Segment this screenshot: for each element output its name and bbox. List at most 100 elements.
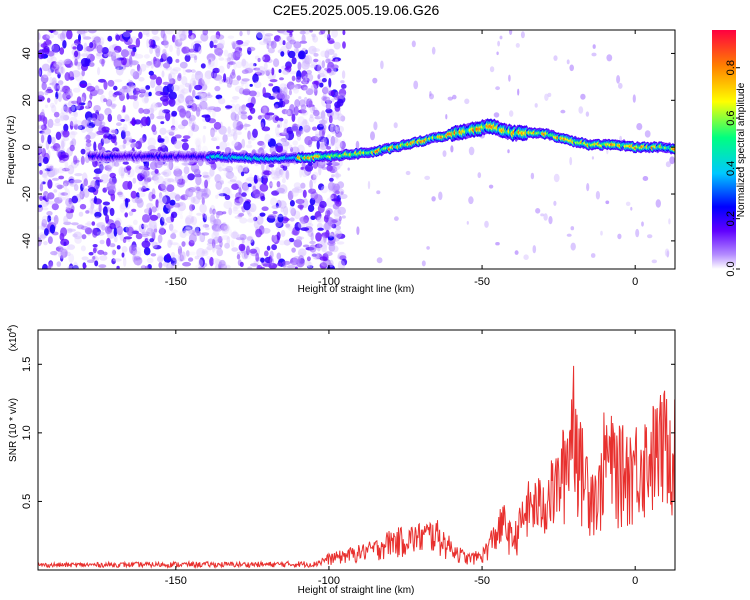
heatmap-noise-blob: [252, 185, 257, 194]
heatmap-noise-blob: [231, 247, 239, 252]
snr-panel: -150 -100 -50 0 0.5 1.0 1.5 Height of straigh…: [7, 325, 676, 596]
heatmap-noise-blob: [209, 30, 215, 34]
heatmap-noise-blob: [291, 123, 299, 132]
heatmap-noise-blob: [271, 205, 279, 210]
heatmap-noise-blob: [63, 182, 68, 190]
heatmap-noise-blob: [322, 86, 329, 95]
heatmap-noise-blob: [272, 234, 278, 243]
heatmap-noise-blob: [96, 231, 105, 236]
heatmap-noise-blob: [160, 121, 165, 125]
heatmap-noise-blob: [260, 257, 265, 263]
colorbar-tick-label: 0.0: [725, 261, 737, 276]
heatmap-noise-blob: [81, 53, 89, 57]
heatmap-noise-blob: [176, 91, 184, 97]
heatmap-noise-blob: [329, 123, 338, 134]
heatmap-y-tick-label: 0: [21, 144, 33, 150]
heatmap-noise-blob: [215, 194, 219, 199]
heatmap-noise-blob: [234, 85, 244, 93]
heatmap-noise-blob: [72, 55, 81, 61]
heatmap-noise-blob: [232, 96, 240, 100]
heatmap-noise-blob: [312, 35, 319, 43]
heatmap-noise-blob: [376, 190, 381, 195]
heatmap-noise-blob: [235, 40, 244, 45]
heatmap-noise-blob: [54, 83, 60, 92]
heatmap-noise-blob: [283, 239, 291, 246]
heatmap-noise-blob: [181, 241, 186, 247]
heatmap-noise-blob: [566, 59, 570, 65]
heatmap-noise-blob: [205, 227, 210, 231]
heatmap-noise-blob: [253, 216, 258, 222]
heatmap-noise-blob: [170, 252, 176, 258]
heatmap-noise-blob: [215, 31, 221, 40]
heatmap-noise-blob: [181, 119, 189, 127]
heatmap-noise-blob: [216, 145, 220, 150]
heatmap-noise-blob: [325, 102, 331, 111]
heatmap-noise-blob: [93, 36, 101, 43]
heatmap-noise-blob: [296, 236, 303, 242]
snr-series-line: [38, 365, 675, 570]
heatmap-noise-blob: [270, 172, 276, 179]
heatmap-noise-blob: [120, 173, 125, 179]
heatmap-noise-blob: [150, 59, 155, 69]
heatmap-noise-blob: [635, 228, 640, 238]
heatmap-noise-blob: [155, 102, 163, 108]
snr-y-ticks: 0.5 1.0 1.5: [21, 357, 675, 509]
heatmap-noise-blob: [171, 34, 176, 43]
heatmap-noise-blob: [40, 74, 49, 84]
heatmap-noise-blob: [301, 79, 310, 85]
heatmap-noise-blob: [259, 41, 268, 46]
heatmap-noise-blob: [190, 147, 195, 152]
heatmap-noise-blob: [96, 221, 106, 229]
heatmap-noise-blob: [138, 165, 148, 170]
heatmap-noise-blob: [303, 124, 311, 133]
heatmap-noise-blob: [80, 245, 86, 252]
heatmap-noise-blob: [118, 166, 125, 177]
heatmap-noise-blob: [321, 119, 326, 125]
heatmap-noise-blob: [171, 84, 180, 92]
heatmap-noise-blob: [253, 81, 262, 89]
heatmap-noise-blob: [85, 125, 94, 133]
heatmap-noise-blob: [94, 260, 99, 267]
heatmap-noise-blob: [261, 206, 269, 211]
heatmap-noise-blob: [72, 265, 79, 269]
heatmap-noise-blob: [431, 196, 436, 202]
heatmap-noise-blob: [335, 233, 340, 238]
heatmap-noise-blob: [59, 32, 66, 42]
heatmap-noise-blob: [189, 251, 196, 256]
heatmap-noise-blob: [89, 206, 93, 215]
heatmap-noise-blob: [160, 30, 166, 39]
heatmap-noise-blob: [211, 243, 216, 253]
heatmap-noise-blob: [111, 50, 119, 56]
heatmap-noise-blob: [217, 191, 224, 198]
heatmap-noise-blob: [120, 57, 127, 66]
heatmap-noise-blob: [225, 105, 233, 109]
heatmap-noise-blob: [266, 43, 270, 50]
heatmap-noise-blob: [94, 185, 100, 190]
heatmap-noise-blob: [304, 136, 313, 146]
colorbar-tick-label: 0.6: [725, 110, 737, 125]
heatmap-noise-blob: [71, 100, 78, 105]
heatmap-noise-blob: [185, 224, 193, 230]
heatmap-noise-blob: [177, 93, 185, 104]
heatmap-noise-blob: [530, 172, 535, 180]
heatmap-noise-blob: [285, 169, 290, 180]
heatmap-noise-blob: [88, 62, 95, 67]
heatmap-noise-blob: [534, 103, 538, 108]
heatmap-noise-blob: [155, 76, 163, 86]
heatmap-noise-blob: [218, 259, 226, 267]
heatmap-noise-blob: [241, 192, 247, 197]
heatmap-noise-blob: [271, 234, 275, 243]
heatmap-noise-blob: [42, 263, 48, 269]
heatmap-noise-blob: [178, 230, 184, 238]
heatmap-noise-blob: [200, 92, 208, 100]
heatmap-noise-blob: [543, 213, 548, 221]
heatmap-noise-blob: [277, 213, 284, 223]
heatmap-noise-blob: [600, 230, 603, 236]
heatmap-noise-blob: [66, 251, 71, 257]
heatmap-noise-blob: [38, 142, 42, 147]
heatmap-noise-blob: [230, 103, 237, 114]
heatmap-noise-blob: [328, 123, 336, 133]
heatmap-noise-blob: [39, 183, 44, 192]
heatmap-noise-blob: [129, 36, 138, 44]
heatmap-noise-blob: [540, 213, 545, 217]
